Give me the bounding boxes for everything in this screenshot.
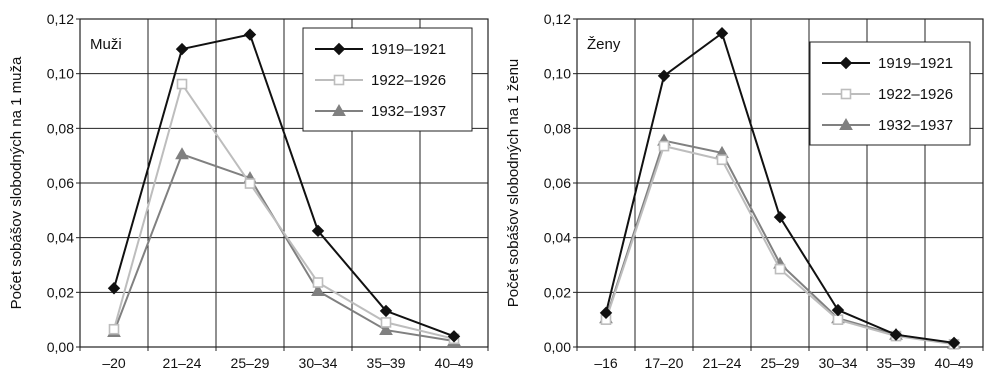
data-point: [311, 283, 325, 296]
y-tick-label: 0,10: [544, 66, 571, 82]
data-point: [832, 314, 844, 325]
y-tick-label: 0,12: [544, 11, 571, 27]
data-point: [311, 224, 325, 238]
x-tick-label: 40–49: [435, 355, 474, 371]
series-line: [113, 33, 455, 338]
legend-marker: [332, 103, 346, 116]
y-tick-label: 0,06: [544, 175, 571, 191]
data-point: [107, 282, 121, 295]
y-tick-label: 0,02: [47, 284, 74, 300]
data-point: [447, 330, 461, 343]
x-tick-label: 21–24: [163, 355, 202, 371]
data-point: [715, 27, 729, 40]
data-point: [312, 277, 324, 288]
series-1919–1921: [107, 28, 461, 343]
data-point: [244, 178, 256, 189]
legend: 1919–1921 1922–1926 1932–1937: [809, 41, 971, 146]
y-tick-label: 0,12: [47, 11, 74, 27]
x-tick-label: 25–29: [761, 355, 800, 371]
data-point: [176, 78, 188, 90]
data-point: [175, 42, 189, 56]
data-point: [379, 323, 393, 336]
legend-marker: [840, 88, 852, 100]
x-tick-label: 30–34: [299, 355, 338, 371]
x-tick-label: 21–24: [703, 355, 742, 371]
y-axis-label: Počet sobášov slobodných na 1 ženu: [505, 59, 522, 308]
data-point: [947, 336, 961, 350]
y-tick-label: 0,08: [47, 120, 74, 136]
y-tick-label: 0,08: [544, 120, 571, 136]
data-point: [599, 306, 613, 320]
y-tick-label: 0,02: [544, 284, 571, 300]
legend-label: 1922–1926: [371, 72, 446, 89]
legend-marker: [333, 74, 345, 86]
data-point: [380, 317, 392, 328]
data-point: [379, 304, 393, 318]
x-tick-label: –16: [594, 355, 618, 371]
data-point: [716, 154, 728, 166]
legend-marker: [839, 56, 853, 70]
panel-title: Ženy: [587, 36, 621, 53]
plot-frame: [79, 18, 489, 348]
data-point: [108, 323, 120, 335]
legend-label: 1922–1926: [878, 86, 953, 103]
chart-muzi: 0,00 0,02 0,04 0,06 0,08 0,10 0,12 –20 21–24 25–2…: [8, 11, 489, 371]
y-tick-label: 0,04: [47, 230, 74, 246]
data-point: [774, 263, 786, 275]
legend-label: 1919–1921: [878, 55, 953, 72]
y-tick-label: 0,00: [544, 339, 571, 355]
y-tick-label: 0,06: [47, 175, 74, 191]
data-point: [831, 303, 845, 317]
data-point: [175, 147, 189, 160]
legend-marker: [839, 117, 853, 130]
data-point: [773, 210, 787, 224]
legend-label: 1932–1937: [878, 117, 953, 134]
plot-frame: [576, 18, 984, 348]
panel-title: Muži: [90, 36, 122, 53]
legend-label: 1932–1937: [371, 103, 446, 120]
x-tick-label: 17–20: [645, 355, 684, 371]
data-point: [658, 140, 670, 152]
legend-marker: [332, 42, 346, 56]
legend: 1919–1921 1922–1926 1932–1937: [302, 27, 473, 132]
x-tick-label: 35–39: [877, 355, 916, 371]
y-tick-label: 0,04: [544, 230, 571, 246]
y-axis-label: Počet sobášov slobodných na 1 muža: [8, 56, 25, 309]
x-tick-label: 40–49: [935, 355, 974, 371]
x-tick-label: 25–29: [231, 355, 270, 371]
x-tick-label: 35–39: [367, 355, 406, 371]
chart-zeny: 0,00 0,02 0,04 0,06 0,08 0,10 0,12 –16 17–20 21–2…: [505, 11, 984, 371]
x-tick-label: 30–34: [819, 355, 858, 371]
legend-label: 1919–1921: [371, 41, 446, 58]
series-1919–1921: [599, 27, 961, 350]
x-tick-label: –20: [102, 355, 126, 371]
data-point: [657, 69, 671, 83]
data-point: [889, 328, 903, 341]
y-tick-label: 0,00: [47, 339, 74, 355]
series-line: [113, 81, 455, 340]
y-tick-label: 0,10: [47, 66, 74, 82]
data-point: [243, 28, 257, 41]
